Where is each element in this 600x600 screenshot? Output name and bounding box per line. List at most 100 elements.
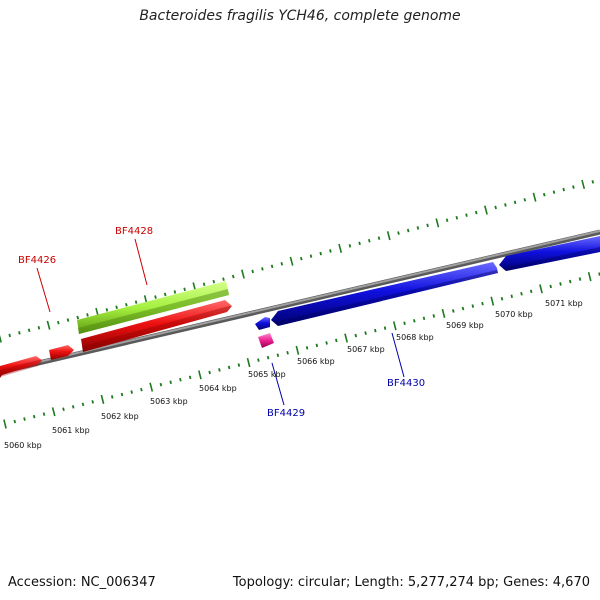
outer-tick — [309, 254, 313, 258]
outer-tick — [368, 238, 371, 243]
outer-tick — [125, 302, 128, 307]
outer-tick — [270, 264, 274, 269]
gene-label-bf4428[interactable]: BF4428 — [115, 226, 153, 237]
outer-tick — [222, 277, 225, 281]
inner-tick — [587, 272, 592, 282]
inner-tick — [71, 405, 75, 409]
outer-tick — [231, 274, 235, 279]
outer-tick — [154, 295, 157, 299]
inner-tick — [62, 407, 65, 412]
outer-tick — [66, 318, 70, 322]
outer-tick — [76, 315, 80, 320]
inner-tick — [520, 291, 523, 296]
inner-tick — [32, 414, 36, 419]
outer-tick — [358, 241, 361, 246]
inner-tick — [549, 284, 552, 289]
outer-tick — [183, 287, 186, 292]
outer-tick — [280, 261, 284, 266]
kbp-label: 5070 kbp — [495, 310, 533, 319]
gene-bf4430[interactable] — [271, 262, 498, 326]
inner-tick-ring — [3, 272, 600, 429]
inner-tick — [188, 375, 192, 380]
gene-label-layer: BF4426 BF4428 BF4429 BF4430 — [18, 226, 425, 419]
inner-tick — [500, 296, 504, 301]
inner-tick — [295, 345, 300, 355]
inner-tick — [481, 301, 484, 306]
inner-tick — [413, 319, 416, 323]
inner-tick — [149, 382, 154, 392]
inner-tick — [208, 370, 211, 375]
outer-tick — [105, 308, 109, 312]
inner-tick — [392, 321, 397, 331]
outer-tick — [377, 236, 381, 240]
outer-tick — [532, 192, 537, 202]
inner-tick — [276, 353, 280, 358]
kbp-label-layer: 5060 kbp 5061 kbp 5062 kbp 5063 kbp 5064… — [4, 299, 583, 450]
kbp-label: 5062 kbp — [101, 412, 139, 421]
inner-tick — [159, 382, 163, 387]
outer-tick — [435, 218, 440, 228]
inner-tick — [529, 289, 533, 294]
kbp-label: 5071 kbp — [545, 299, 583, 308]
outer-tick — [397, 231, 400, 235]
inner-tick — [441, 308, 446, 318]
outer-tick — [445, 218, 449, 223]
outer-tick — [0, 334, 2, 343]
kbp-label: 5066 kbp — [297, 357, 335, 366]
page-title: Bacteroides fragilis YCH46, complete gen… — [139, 8, 461, 24]
inner-tick — [237, 363, 241, 367]
outer-tick — [494, 205, 497, 210]
inner-tick — [13, 419, 16, 424]
outer-tick — [241, 269, 245, 279]
outer-tick — [251, 269, 254, 274]
outer-tick — [261, 267, 264, 271]
outer-tick — [591, 180, 595, 184]
inner-tick — [81, 402, 85, 407]
gene-label-bf4429[interactable]: BF4429 — [267, 408, 305, 419]
outer-tick — [581, 179, 586, 190]
kbp-label: 5064 kbp — [199, 384, 237, 393]
outer-tick — [455, 215, 459, 220]
gene-bf4426[interactable] — [49, 345, 74, 360]
inner-tick — [568, 279, 572, 284]
inner-tick — [246, 358, 251, 368]
gene-bf4431[interactable] — [499, 236, 600, 271]
inner-tick — [179, 377, 182, 382]
inner-tick — [364, 331, 367, 335]
outer-tick — [173, 290, 177, 294]
inner-tick — [130, 390, 133, 394]
outer-tick — [542, 192, 546, 197]
reverse-strand-genes — [255, 236, 600, 348]
outer-tick — [338, 243, 343, 254]
outer-tick — [163, 292, 167, 297]
outer-tick — [426, 223, 429, 228]
inner-tick — [198, 370, 202, 380]
inner-tick — [461, 306, 465, 311]
genome-info-label: Topology: circular; Length: 5,277,274 bp… — [232, 575, 590, 590]
outer-tick — [513, 200, 517, 205]
gene-bf4427[interactable] — [81, 300, 232, 352]
inner-tick — [140, 387, 143, 392]
outer-tick — [300, 256, 303, 261]
gene-label-bf4430[interactable]: BF4430 — [387, 378, 425, 389]
kbp-label: 5061 kbp — [52, 426, 90, 435]
outer-tick — [86, 313, 89, 317]
inner-tick — [3, 419, 7, 429]
gene-small-reverse[interactable] — [255, 317, 270, 330]
outer-tick — [134, 300, 138, 304]
outer-tick — [212, 279, 216, 284]
inner-tick — [23, 417, 26, 421]
gene-bf4429[interactable] — [258, 333, 274, 348]
inner-tick — [510, 294, 513, 298]
inner-tick — [305, 346, 309, 350]
forward-strand-genes — [0, 281, 232, 378]
gene-bf4428[interactable] — [77, 281, 229, 334]
gene-label-bf4426[interactable]: BF4426 — [18, 255, 56, 266]
inner-tick — [315, 343, 319, 348]
gene-bf4425[interactable] — [0, 356, 42, 378]
inner-tick — [344, 333, 348, 343]
inner-tick — [266, 355, 270, 360]
inner-tick — [218, 368, 221, 372]
outer-tick — [348, 244, 352, 248]
